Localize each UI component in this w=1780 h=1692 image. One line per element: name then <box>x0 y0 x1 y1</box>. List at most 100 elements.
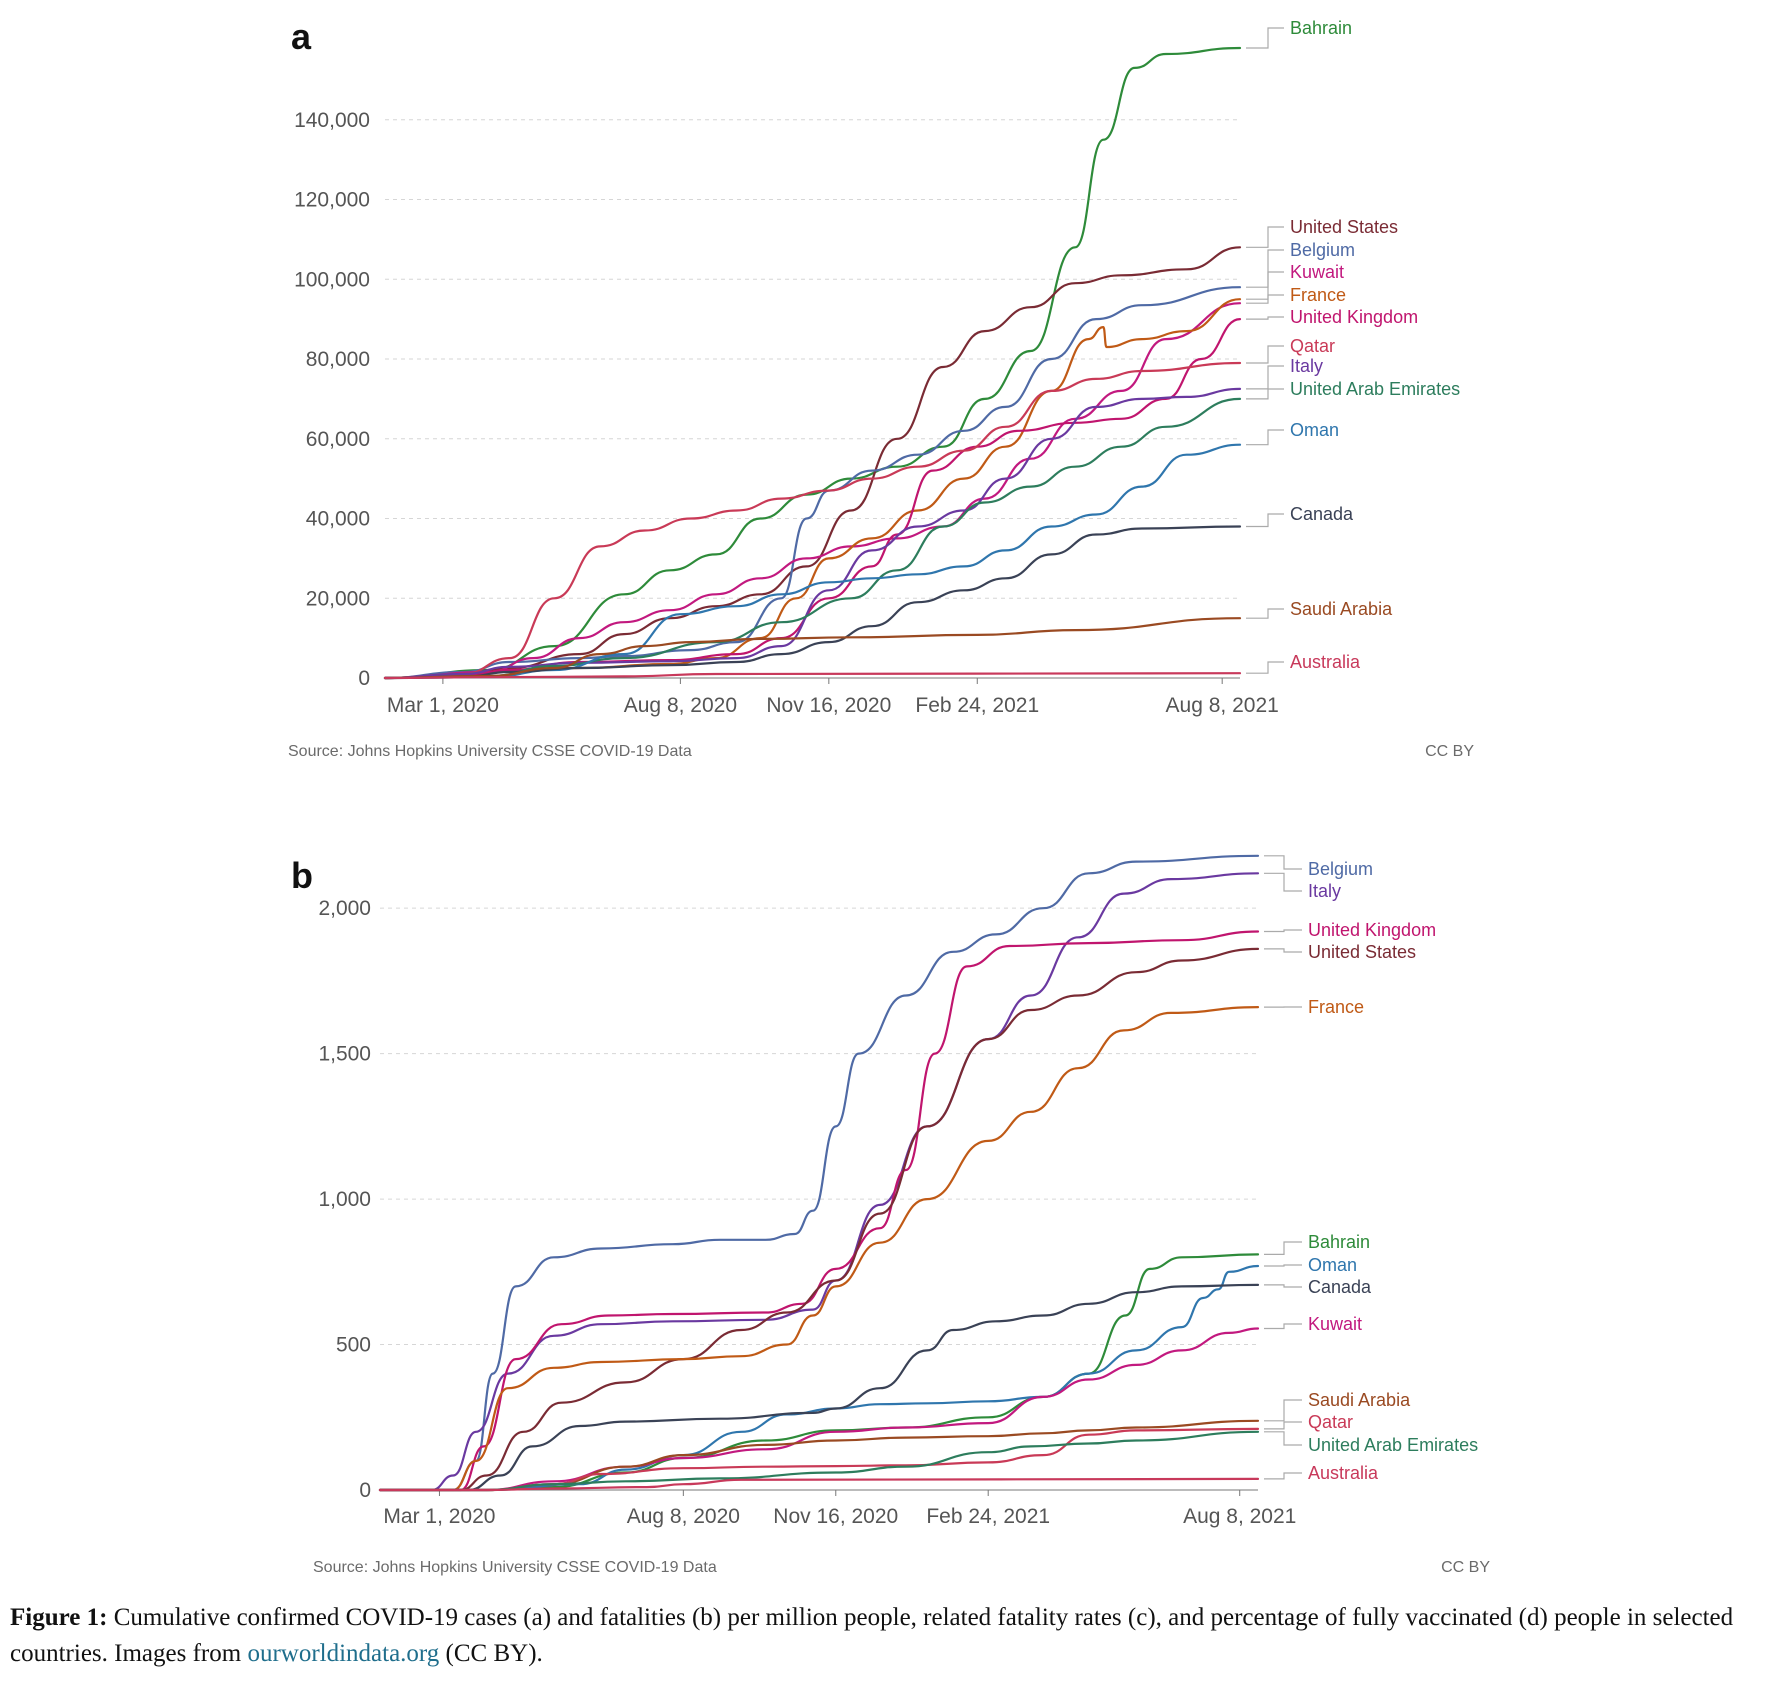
series-label-united-arab-emirates: United Arab Emirates <box>1308 1435 1478 1455</box>
series-label-oman: Oman <box>1290 420 1339 440</box>
leader-line-saudi-arabia <box>1264 1399 1302 1422</box>
x-tick-label: Aug 8, 2021 <box>1166 694 1279 717</box>
y-tick-label: 1,000 <box>318 1188 371 1211</box>
series-line-italy <box>383 387 1242 680</box>
series-label-belgium: Belgium <box>1308 859 1373 879</box>
leader-line-united-kingdom <box>1246 316 1284 320</box>
series-label-australia: Australia <box>1308 1463 1379 1483</box>
series-line-australia <box>378 1477 1260 1492</box>
panel-a-license: CC BY <box>1425 743 1474 760</box>
series-label-united-kingdom: United Kingdom <box>1290 307 1418 327</box>
series-line-saudi-arabia <box>383 617 1242 680</box>
panel-a-source: Source: Johns Hopkins University CSSE CO… <box>288 743 692 760</box>
series-line-oman <box>378 1264 1260 1492</box>
leader-line-united-states <box>1264 948 1302 953</box>
series-line-united-states <box>383 246 1242 680</box>
x-tick-label: Mar 1, 2020 <box>387 694 499 717</box>
leader-line-bahrain <box>1246 27 1284 49</box>
leader-line-united-arab-emirates <box>1264 1431 1302 1446</box>
x-tick-label: Nov 16, 2020 <box>773 1505 898 1528</box>
panel-b-license: CC BY <box>1441 1559 1490 1576</box>
series-label-oman: Oman <box>1308 1255 1357 1275</box>
leader-line-qatar <box>1246 345 1284 364</box>
series-line-belgium <box>383 286 1242 680</box>
panel-b-chart: b 0 500 1,000 1,500 2,000 Mar 1, 2020 Aug 8, … <box>291 854 1490 1576</box>
series-line-bahrain <box>383 46 1242 680</box>
caption-text: Cumulative confirmed COVID-19 cases (a) … <box>10 1604 1734 1667</box>
panel-a-x-axis: Mar 1, 2020 Aug 8, 2020 Nov 16, 2020 Feb 24… <box>385 677 1279 717</box>
leader-line-belgium <box>1264 855 1302 870</box>
y-tick-label: 0 <box>359 1479 371 1502</box>
leader-line-oman <box>1246 429 1284 446</box>
leader-line-france <box>1246 294 1284 300</box>
y-tick-label: 1,500 <box>318 1043 371 1066</box>
panel-b-y-axis: 0 500 1,000 1,500 2,000 <box>318 897 371 1502</box>
panel-a-series <box>383 46 1242 680</box>
series-line-italy <box>378 872 1260 1492</box>
leader-line-italy <box>1264 872 1302 892</box>
series-label-australia: Australia <box>1290 652 1361 672</box>
series-label-canada: Canada <box>1290 504 1354 524</box>
series-line-france <box>383 298 1242 680</box>
series-label-united-kingdom: United Kingdom <box>1308 920 1436 940</box>
y-tick-label: 80,000 <box>306 348 370 371</box>
series-line-united-arab-emirates <box>383 397 1242 680</box>
panel-a-chart: a 0 20,000 40,000 60,000 80,000 100,000 120,00… <box>288 16 1474 760</box>
series-line-united-kingdom <box>378 930 1260 1492</box>
caption-suffix: (CC BY). <box>439 1640 543 1667</box>
series-line-france <box>378 1006 1260 1492</box>
x-tick-label: Mar 1, 2020 <box>383 1505 495 1528</box>
panel-b-letter: b <box>291 855 313 896</box>
panel-b-series <box>378 854 1260 1492</box>
leader-line-canada <box>1264 1284 1302 1288</box>
x-tick-label: Nov 16, 2020 <box>766 694 891 717</box>
panel-a-letter: a <box>291 16 312 57</box>
leader-line-australia <box>1264 1472 1302 1480</box>
series-label-france: France <box>1290 285 1346 305</box>
series-label-united-states: United States <box>1290 217 1398 237</box>
leader-line-australia <box>1246 661 1284 674</box>
y-tick-label: 120,000 <box>294 189 370 212</box>
y-tick-label: 20,000 <box>306 587 370 610</box>
leader-line-bahrain <box>1264 1241 1302 1255</box>
leader-line-canada <box>1246 513 1284 528</box>
leader-line-kuwait <box>1264 1323 1302 1330</box>
series-line-oman <box>383 443 1242 680</box>
leader-line-united-states <box>1246 226 1284 248</box>
leader-line-united-arab-emirates <box>1246 388 1284 400</box>
leader-line-belgium <box>1246 249 1284 288</box>
series-label-belgium: Belgium <box>1290 240 1355 260</box>
series-line-canada <box>378 1283 1260 1492</box>
panel-b-source: Source: Johns Hopkins University CSSE CO… <box>313 1559 717 1576</box>
series-label-bahrain: Bahrain <box>1290 18 1352 38</box>
y-tick-label: 140,000 <box>294 109 370 132</box>
leader-line-united-kingdom <box>1264 929 1302 933</box>
panel-a-y-axis: 0 20,000 40,000 60,000 80,000 100,000 120,000 1… <box>294 109 370 690</box>
leader-line-qatar <box>1264 1421 1302 1430</box>
leader-line-kuwait <box>1246 271 1284 304</box>
series-label-saudi-arabia: Saudi Arabia <box>1308 1390 1411 1410</box>
caption-link[interactable]: ourworldindata.org <box>247 1640 440 1667</box>
x-tick-label: Feb 24, 2021 <box>926 1505 1050 1528</box>
figure-charts: a 0 20,000 40,000 60,000 80,000 100,000 120,00… <box>288 16 1490 1576</box>
x-tick-label: Aug 8, 2020 <box>627 1505 740 1528</box>
series-label-qatar: Qatar <box>1290 336 1335 356</box>
series-line-canada <box>383 525 1242 680</box>
leader-line-italy <box>1246 365 1284 390</box>
panel-a-gridlines <box>385 119 1240 599</box>
series-label-united-states: United States <box>1308 942 1416 962</box>
x-tick-label: Feb 24, 2021 <box>915 694 1039 717</box>
figure-caption: Figure 1: Cumulative confirmed COVID-19 … <box>10 1600 1770 1672</box>
panel-b-gridlines <box>380 907 1258 1346</box>
series-label-saudi-arabia: Saudi Arabia <box>1290 599 1393 619</box>
series-label-united-arab-emirates: United Arab Emirates <box>1290 379 1460 399</box>
series-label-bahrain: Bahrain <box>1308 1232 1370 1252</box>
series-line-australia <box>383 672 1242 680</box>
series-line-united-states <box>378 947 1260 1492</box>
y-tick-label: 0 <box>358 667 370 690</box>
series-line-united-kingdom <box>383 318 1242 680</box>
series-label-italy: Italy <box>1290 356 1323 376</box>
series-label-italy: Italy <box>1308 881 1341 901</box>
y-tick-label: 2,000 <box>318 897 371 920</box>
series-label-qatar: Qatar <box>1308 1412 1353 1432</box>
